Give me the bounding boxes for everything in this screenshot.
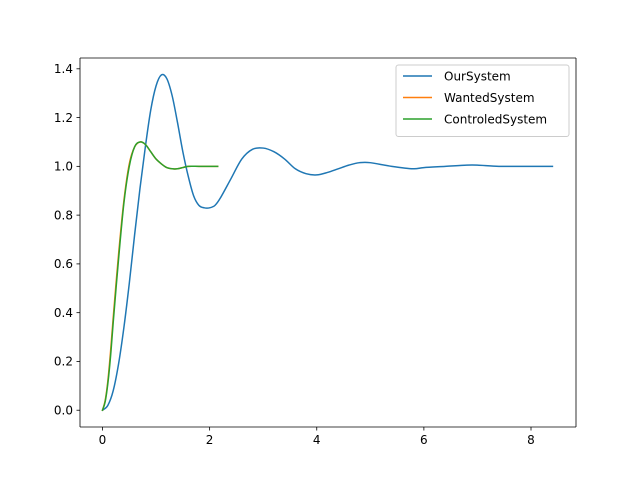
x-tick-label: 4	[313, 433, 321, 447]
x-tick-label: 0	[99, 433, 107, 447]
y-tick-label: 1.4	[54, 62, 73, 76]
plot-area	[101, 73, 554, 412]
y-tick-label: 0.4	[54, 306, 73, 320]
legend-label-oursystem: OurSystem	[444, 69, 511, 83]
legend-label-wantedsystem: WantedSystem	[444, 91, 535, 105]
y-tick-label: 0.8	[54, 208, 73, 222]
legend: OurSystem WantedSystem ControledSystem	[395, 64, 570, 137]
axes: 0 2 4 6 8 0.0 0.2 0.4 0.6 0.8 1.0 1.2 1.4	[54, 57, 577, 447]
y-tick-label: 0.0	[54, 404, 73, 418]
x-tick-label: 2	[206, 433, 214, 447]
legend-label-controledsystem: ControledSystem	[444, 112, 547, 126]
legend-box	[395, 64, 570, 137]
series-line-controledsystem	[101, 141, 219, 412]
x-tick-label: 6	[420, 433, 428, 447]
y-tick-label: 1.0	[54, 160, 73, 174]
x-tick-label: 8	[527, 433, 535, 447]
series-line-oursystem	[101, 73, 554, 412]
y-tick-label: 0.2	[54, 355, 73, 369]
y-tick-label: 1.2	[54, 111, 73, 125]
y-tick-label: 0.6	[54, 257, 73, 271]
